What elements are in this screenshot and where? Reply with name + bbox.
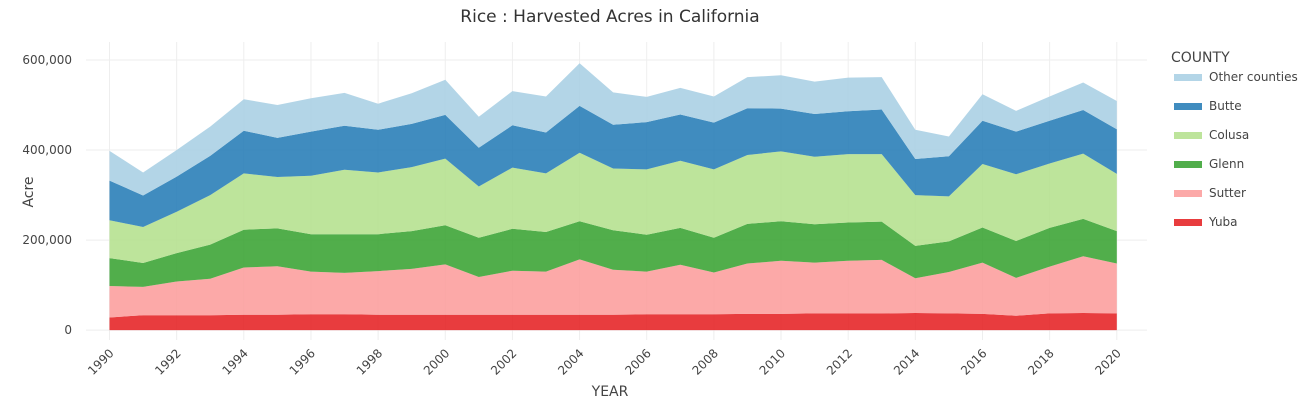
legend-swatch-colusa [1174,132,1202,139]
area-glenn [109,218,1117,287]
legend-swatch-glenn [1174,161,1202,168]
x-tick-label: 2010 [757,346,788,377]
x-axis-title: YEAR [591,384,629,400]
legend: Other counties Butte Colusa Glenn Sutter Yuba [1174,70,1298,229]
x-tick-label: 1992 [152,346,183,377]
y-tick-label: 600,000 [22,53,72,67]
area-series [109,63,1117,331]
area-yuba [109,313,1117,331]
x-tick-label: 2020 [1092,346,1123,377]
x-tick-label: 1998 [354,346,385,377]
chart-title: Rice : Harvested Acres in California [460,7,759,27]
legend-label-butte[interactable]: Butte [1209,99,1242,113]
x-tick-label: 1994 [219,346,250,377]
x-tick-label: 2002 [488,346,519,377]
legend-swatch-sutter [1174,190,1202,197]
legend-label-yuba[interactable]: Yuba [1208,215,1238,229]
y-tick-label: 400,000 [22,143,72,157]
legend-swatch-other-counties [1174,74,1202,81]
x-tick-label: 2018 [1025,346,1056,377]
x-tick-label: 2008 [689,346,720,377]
legend-swatch-yuba [1174,219,1202,226]
legend-label-glenn[interactable]: Glenn [1209,157,1244,171]
x-tick-label: 2004 [555,346,586,377]
area-butte [109,105,1117,227]
legend-label-other-counties[interactable]: Other counties [1209,70,1298,84]
y-tick-label: 200,000 [22,233,72,247]
x-tick-label: 1990 [85,346,116,377]
x-tick-label: 1996 [287,346,318,377]
area-colusa [109,151,1117,263]
x-tick-label: 2006 [622,346,653,377]
y-tick-label: 0 [64,323,72,337]
area-other-counties [109,63,1117,196]
y-axis-title: Acre [21,176,37,207]
x-tick-label: 2000 [421,346,452,377]
legend-swatch-butte [1174,103,1202,110]
legend-title: COUNTY [1171,50,1230,66]
x-tick-label: 2016 [958,346,989,377]
x-tick-label: 2014 [891,346,922,377]
area-sutter [109,256,1117,318]
x-tick-label: 2012 [824,346,855,377]
legend-label-sutter[interactable]: Sutter [1209,186,1246,200]
legend-label-colusa[interactable]: Colusa [1209,128,1249,142]
